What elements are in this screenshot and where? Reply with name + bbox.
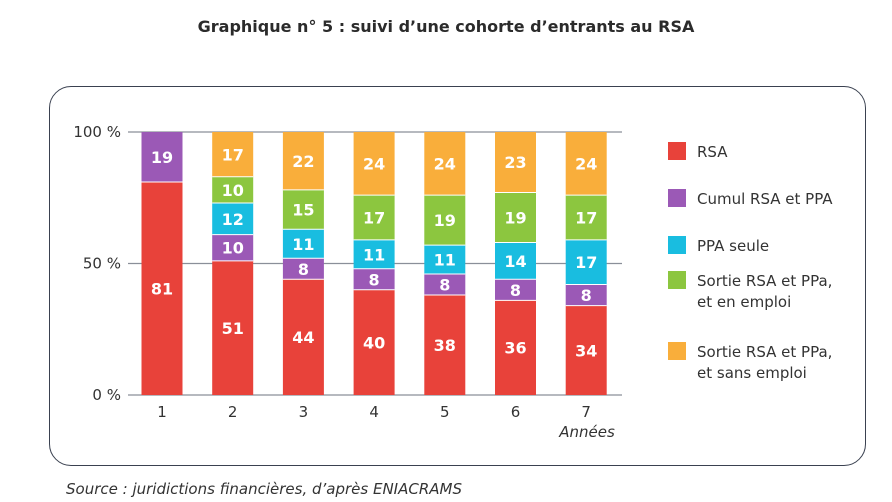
bar-value-label: 19	[151, 148, 173, 167]
bar-segment	[353, 268, 395, 290]
bar-segment	[282, 229, 324, 259]
bar-value-label: 8	[298, 260, 309, 279]
legend-swatch	[668, 142, 686, 160]
bar-segment	[282, 258, 324, 280]
bar-value-label: 10	[222, 239, 244, 258]
bar-segment	[353, 132, 395, 196]
legend-swatch	[668, 271, 686, 289]
bar-value-label: 22	[292, 152, 314, 171]
y-tick-label: 50 %	[83, 255, 121, 273]
bar-segment	[353, 239, 395, 269]
bar-value-label: 17	[575, 208, 597, 227]
bar-value-label: 17	[575, 253, 597, 272]
bar-segment	[565, 195, 607, 240]
bar-segment	[565, 132, 607, 196]
x-tick-label: 3	[299, 403, 309, 421]
legend-swatch	[668, 342, 686, 360]
bar-segment	[424, 245, 466, 275]
bar-value-label: 17	[222, 145, 244, 164]
bar-segment	[495, 242, 536, 280]
x-tick-label: 2	[228, 403, 238, 421]
legend-label: Sortie RSA et PPa, et sans emploi	[697, 343, 832, 382]
bar-segment	[212, 132, 254, 177]
source-note: Source : juridictions financières, d’apr…	[66, 480, 462, 498]
bar-segment	[282, 189, 324, 230]
bar-segment	[495, 279, 536, 301]
bar-value-label: 19	[504, 208, 526, 227]
bar-segment	[424, 274, 466, 296]
x-axis-label: Années	[558, 423, 615, 441]
bar-value-label: 51	[222, 319, 244, 338]
bar-segment	[141, 181, 183, 395]
legend-label: Sortie RSA et PPa, et en emploi	[697, 272, 832, 311]
bar-value-label: 24	[575, 155, 597, 174]
bar-value-label: 15	[292, 201, 314, 220]
bar-segment	[282, 279, 324, 395]
legend-label: Cumul RSA et PPA	[697, 190, 833, 208]
bar-segment	[282, 132, 324, 190]
bar-value-label: 11	[292, 235, 314, 254]
legend-swatch	[668, 236, 686, 254]
bar-segment	[353, 195, 395, 240]
x-tick-label: 1	[157, 403, 167, 421]
x-tick-label: 7	[581, 403, 591, 421]
bar-segment	[495, 192, 536, 243]
bar-segment	[565, 284, 607, 306]
bar-value-label: 11	[434, 251, 456, 270]
bar-value-label: 14	[504, 252, 526, 271]
legend-label: RSA	[697, 143, 728, 161]
bar-value-label: 8	[439, 276, 450, 295]
chart-title: Graphique n° 5 : suivi d’une cohorte d’e…	[197, 17, 695, 36]
x-tick-label: 6	[511, 403, 521, 421]
bar-value-label: 44	[292, 328, 314, 347]
x-tick-label: 4	[369, 403, 379, 421]
bar-segment	[424, 295, 466, 395]
bar-segment	[565, 305, 607, 395]
legend-label: PPA seule	[697, 237, 769, 255]
bar-value-label: 36	[504, 339, 526, 358]
bar-segment	[424, 195, 466, 246]
x-tick-label: 5	[440, 403, 450, 421]
y-tick-label: 0 %	[92, 386, 121, 404]
bar-segment	[212, 176, 254, 204]
bar-value-label: 8	[581, 286, 592, 305]
bar-value-label: 10	[222, 181, 244, 200]
chart-frame	[49, 86, 866, 466]
bar-value-label: 8	[369, 270, 380, 289]
bar-segment	[141, 132, 183, 182]
bar-segment	[212, 234, 254, 261]
bar-value-label: 81	[151, 279, 173, 298]
bar-value-label: 17	[363, 208, 385, 227]
bar-segment	[212, 203, 254, 235]
bar-value-label: 12	[222, 210, 244, 229]
bar-value-label: 38	[434, 336, 456, 355]
bar-segment	[424, 132, 466, 196]
bar-value-label: 23	[504, 153, 526, 172]
bar-value-label: 8	[510, 281, 521, 300]
bar-segment	[353, 289, 395, 395]
bar-value-label: 40	[363, 333, 385, 352]
legend-swatch	[668, 189, 686, 207]
bar-value-label: 34	[575, 341, 597, 360]
y-tick-label: 100 %	[73, 123, 121, 141]
bar-value-label: 19	[434, 211, 456, 230]
bar-segment	[495, 300, 536, 395]
bar-value-label: 11	[363, 245, 385, 264]
bar-value-label: 24	[434, 155, 456, 174]
bar-segment	[565, 239, 607, 285]
bar-segment	[495, 132, 536, 193]
bar-segment	[212, 260, 254, 395]
bar-value-label: 24	[363, 155, 385, 174]
